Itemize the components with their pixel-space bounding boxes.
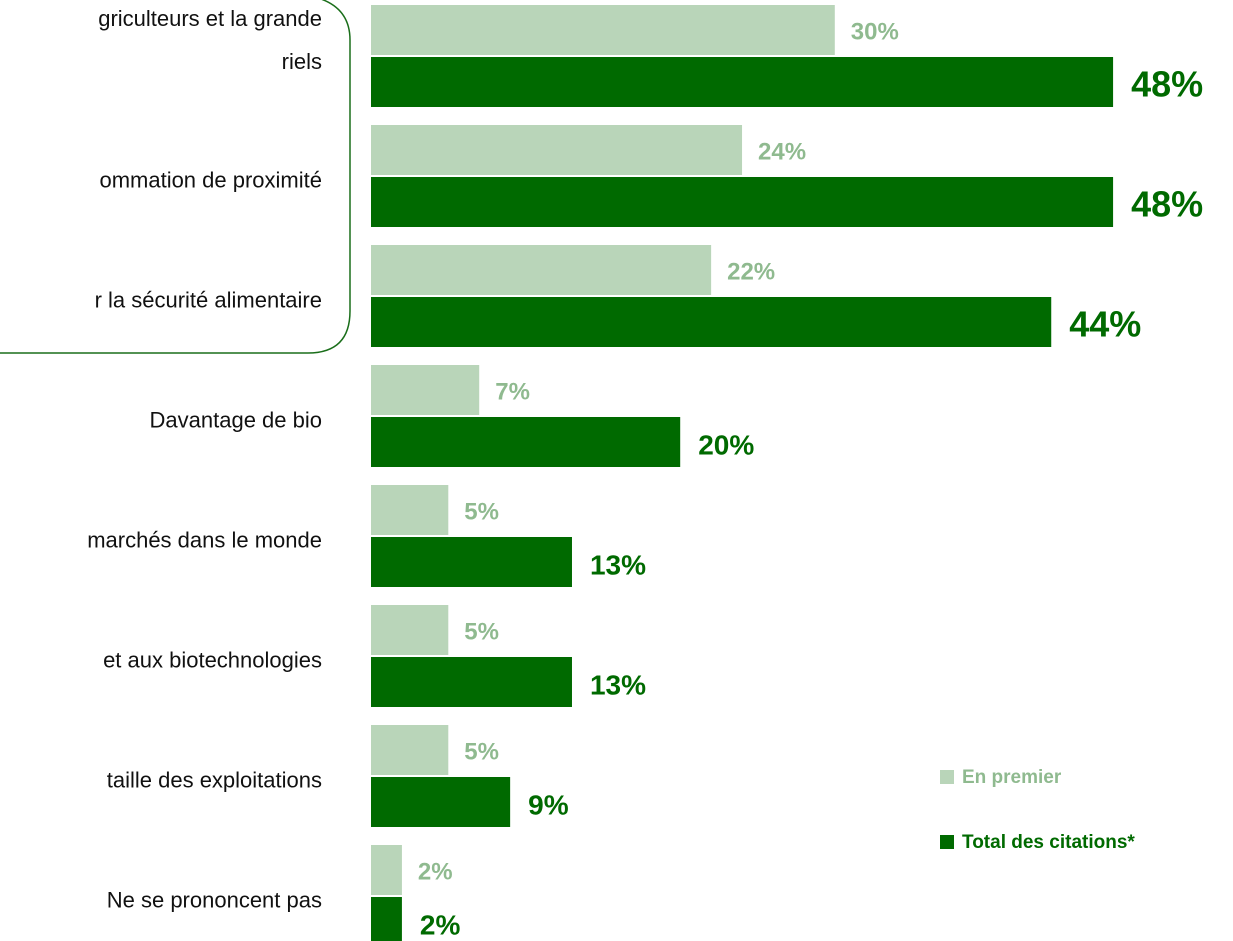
- value-label: 24%: [758, 138, 806, 165]
- bar: [371, 5, 835, 55]
- legend-label: Total des citations*: [962, 832, 1135, 853]
- value-label: 13%: [590, 669, 646, 700]
- category-label: marchés dans le monde: [87, 527, 322, 553]
- value-label: 48%: [1131, 64, 1203, 105]
- bar: [371, 485, 449, 535]
- bar: [371, 245, 712, 295]
- bar: [371, 657, 572, 707]
- category-label: griculteurs et la grande riels: [98, 6, 322, 74]
- bar: [371, 845, 402, 895]
- bar: [371, 725, 449, 775]
- bar: [371, 57, 1114, 107]
- value-label: 48%: [1131, 184, 1203, 225]
- category-label: et aux biotechnologies: [103, 647, 322, 673]
- category-label: r la sécurité alimentaire: [94, 287, 322, 313]
- bar: [371, 897, 402, 941]
- value-label: 7%: [495, 378, 530, 405]
- value-label: 30%: [851, 18, 899, 45]
- bar: [371, 417, 681, 467]
- value-label: 2%: [420, 909, 461, 940]
- bar: [371, 777, 511, 827]
- value-label: 13%: [590, 549, 646, 580]
- value-label: 20%: [698, 429, 754, 460]
- bar: [371, 537, 572, 587]
- legend-swatch: [940, 770, 954, 784]
- category-label: taille des exploitations: [106, 767, 322, 793]
- value-label: 5%: [464, 498, 499, 525]
- bar: [371, 125, 743, 175]
- value-label: 5%: [464, 738, 499, 765]
- value-label: 22%: [727, 258, 775, 285]
- bar: [371, 297, 1052, 347]
- value-label: 2%: [418, 858, 453, 885]
- bar: [371, 605, 449, 655]
- category-label: Davantage de bio: [149, 407, 322, 433]
- category-label: ommation de proximité: [99, 167, 322, 193]
- bar: [371, 177, 1114, 227]
- value-label: 5%: [464, 618, 499, 645]
- highlight-box: [0, 0, 351, 354]
- value-label: 44%: [1069, 304, 1141, 345]
- legend-swatch: [940, 835, 954, 849]
- value-label: 9%: [528, 789, 569, 820]
- legend-label: En premier: [962, 767, 1062, 788]
- bar: [371, 365, 480, 415]
- category-label: Ne se prononcent pas: [106, 887, 322, 913]
